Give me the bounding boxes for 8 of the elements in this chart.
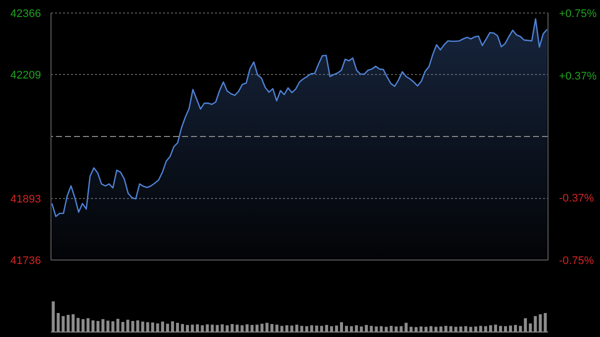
y2-tick-label: +0.37%: [559, 70, 597, 83]
y-tick-label: 41736: [10, 255, 41, 267]
y-tick-label: 42209: [10, 70, 41, 82]
y2-tick-label: +0.75%: [559, 8, 597, 20]
y2-tick-label: -0.37%: [559, 192, 594, 204]
y-tick-label: 42366: [10, 8, 41, 20]
y2-tick-label: -0.75%: [559, 255, 594, 267]
y-tick-label: 41893: [10, 193, 41, 206]
